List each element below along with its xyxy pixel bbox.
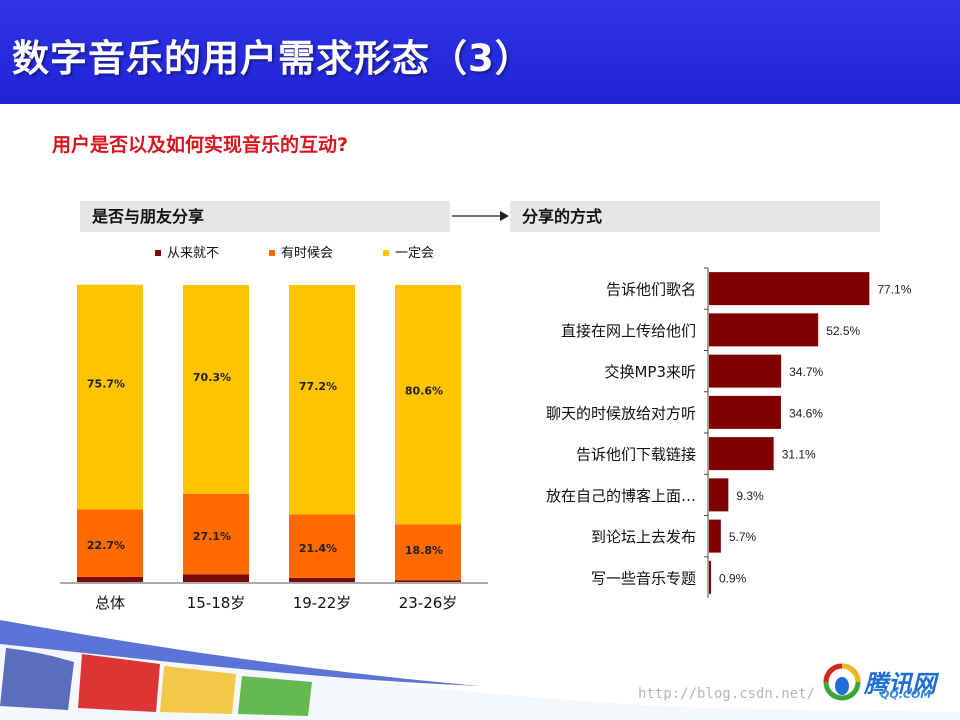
- bar-never-1: [77, 576, 143, 582]
- bar-always-1: [77, 284, 143, 510]
- data-label-always-1: 75.7%: [87, 378, 125, 391]
- logo-emblem-icon: [823, 663, 861, 701]
- method-label-4: 聊天的时候放给对方听: [546, 404, 696, 422]
- logo-sub-text: QQ.COM: [880, 688, 932, 701]
- title-bar: 数字音乐的用户需求形态（3）: [0, 0, 960, 104]
- bar-method-3: [709, 354, 782, 388]
- legend-item-always: 一定会: [383, 242, 434, 261]
- share-method-header: 分享的方式: [510, 201, 880, 232]
- bar-sometimes-3: [289, 514, 355, 578]
- legend-label-always: 一定会: [395, 246, 435, 261]
- logo-text: 腾讯网: [864, 670, 936, 698]
- data-label-always-2: 70.3%: [193, 371, 231, 384]
- category-label-4: 23-26岁: [399, 594, 458, 612]
- decorative-swoosh: [0, 620, 960, 720]
- value-label-4: 34.6%: [789, 406, 823, 420]
- method-label-2: 直接在网上传给他们: [561, 322, 696, 340]
- bar-method-2: [709, 313, 819, 347]
- legend-item-sometimes: 有时候会: [269, 242, 333, 261]
- bar-never-2: [183, 574, 249, 582]
- data-label-sometimes-4: 18.8%: [405, 544, 443, 557]
- value-label-1: 77.1%: [877, 283, 911, 297]
- bar-always-4: [395, 285, 461, 525]
- data-label-sometimes-2: 27.1%: [193, 530, 231, 543]
- slide-subtitle: 用户是否以及如何实现音乐的互动?: [52, 134, 349, 156]
- data-label-sometimes-1: 22.7%: [87, 539, 125, 552]
- legend-item-never: 从来就不: [155, 242, 219, 261]
- value-label-5: 31.1%: [782, 448, 816, 462]
- bar-sometimes-2: [183, 493, 249, 575]
- bar-sometimes-4: [395, 524, 461, 581]
- method-label-7: 到论坛上去发布: [591, 528, 696, 546]
- slide-title: 数字音乐的用户需求形态（3）: [12, 37, 533, 80]
- watermark-url: http://blog.csdn.net/...: [638, 686, 841, 702]
- legend-label-sometimes: 有时候会: [281, 246, 334, 261]
- legend-swatch-never: [155, 249, 161, 256]
- legend-swatch-always: [383, 249, 389, 256]
- bar-never-4: [395, 580, 461, 582]
- method-label-3: 交换MP3来听: [604, 363, 696, 381]
- bar-method-6: [709, 478, 729, 512]
- bar-always-2: [183, 285, 249, 494]
- value-label-8: 0.9%: [719, 571, 747, 585]
- method-label-6: 放在自己的博客上面…: [546, 487, 696, 505]
- data-label-sometimes-3: 21.4%: [299, 542, 337, 555]
- bar-never-3: [289, 577, 355, 582]
- data-label-always-3: 77.2%: [299, 380, 337, 393]
- stacked-bar-chart: 1.70%22.7%75.7%总体2.60%27.1%70.3%15-18岁1.…: [60, 284, 488, 612]
- horizontal-bar-chart: 告诉他们歌名 77.1% 直接在网上传给他们 52.5% 交换MP3来听 34.7% 聊天的…: [546, 267, 912, 598]
- method-label-1: 告诉他们歌名: [606, 281, 696, 299]
- data-label-always-4: 80.6%: [405, 384, 443, 397]
- legend-swatch-sometimes: [269, 249, 275, 256]
- bar-method-7: [709, 519, 721, 553]
- legend-label-never: 从来就不: [167, 246, 220, 261]
- bar-sometimes-1: [77, 509, 143, 577]
- bar-method-4: [709, 395, 781, 429]
- bar-method-1: [709, 272, 870, 306]
- value-label-6: 9.3%: [736, 489, 764, 503]
- category-label-3: 19-22岁: [293, 594, 352, 612]
- category-label-2: 15-18岁: [187, 594, 246, 612]
- method-label-8: 写一些音乐专题: [591, 569, 696, 587]
- method-label-5: 告诉他们下载链接: [576, 446, 696, 464]
- category-label-1: 总体: [95, 594, 125, 612]
- value-label-3: 34.7%: [789, 365, 823, 379]
- value-label-2: 52.5%: [826, 324, 860, 338]
- tencent-logo: 腾讯网 QQ.COM: [818, 660, 946, 704]
- arrow-right-icon: [452, 211, 509, 221]
- share-with-friends-header: 是否与朋友分享: [80, 201, 450, 232]
- chart-legend: 从来就不 有时候会 一定会: [155, 242, 485, 261]
- bar-method-8: [709, 560, 711, 594]
- bar-method-5: [709, 437, 774, 471]
- value-label-7: 5.7%: [729, 530, 757, 544]
- bar-always-3: [289, 285, 355, 515]
